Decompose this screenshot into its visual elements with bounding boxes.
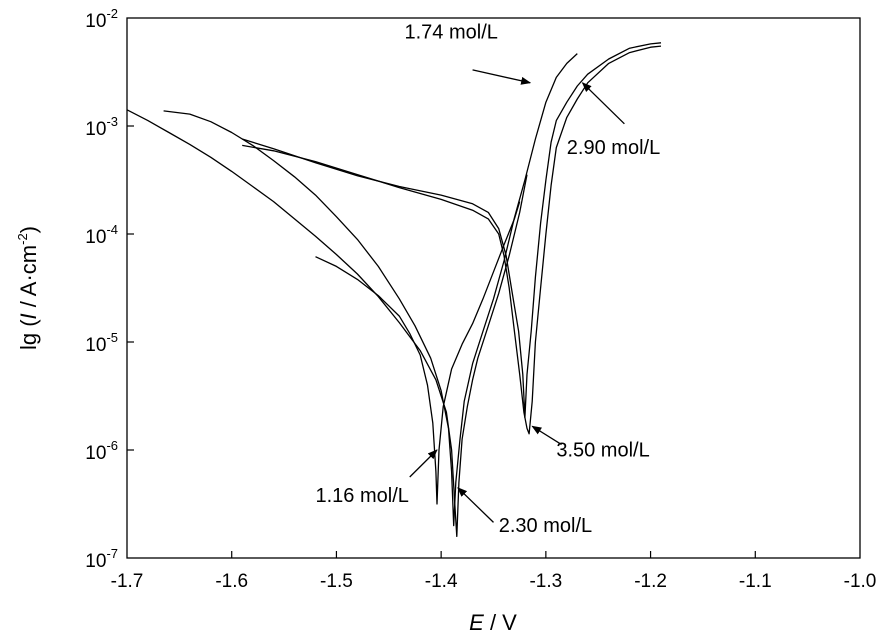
series-curve-116: [315, 201, 521, 505]
annotation-label: 2.30 mol/L: [499, 515, 592, 537]
y-axis-title: lg (I / A·cm-2): [15, 226, 41, 350]
x-tick-label: -1.4: [425, 571, 458, 592]
y-tick-label: 10-2: [85, 6, 118, 32]
series-curve-230: [126, 109, 528, 538]
x-tick-label: -1.0: [844, 571, 877, 592]
x-tick-label: -1.5: [320, 571, 353, 592]
y-tick-label: 10-4: [85, 222, 118, 248]
y-axis: 10-2 10-3 10-4 10-5 10-6 10-7: [85, 6, 134, 572]
series-curve-290: [242, 42, 662, 419]
annotation-arrow: [531, 425, 562, 446]
x-axis-title: E / V: [469, 610, 517, 635]
polarization-curves: [126, 42, 662, 538]
annotation-arrow: [472, 69, 532, 85]
curve-annotations: 1.74 mol/L 2.90 mol/L 3.50 mol/L 1.16 mol/L…: [315, 22, 660, 538]
annotation-arrow: [581, 82, 625, 125]
y-tick-label: 10-7: [85, 546, 118, 572]
x-tick-label: -1.3: [529, 571, 562, 592]
y-tick-label: 10-3: [85, 114, 118, 140]
series-curve-350: [242, 45, 662, 435]
y-tick-label: 10-5: [85, 330, 118, 356]
series-curve-174: [163, 53, 578, 527]
x-tick-label: -1.7: [111, 571, 144, 592]
annotation-label: 3.50 mol/L: [556, 439, 649, 461]
annotation-arrow: [409, 449, 438, 478]
x-tick-label: -1.2: [634, 571, 667, 592]
x-tick-label: -1.1: [739, 571, 772, 592]
annotation-label: 1.16 mol/L: [315, 485, 408, 507]
y-tick-label: 10-6: [85, 438, 118, 464]
annotation-label: 2.90 mol/L: [567, 137, 660, 159]
x-axis: -1.7 -1.6 -1.5 -1.4 -1.3 -1.2 -1.1 -1.0: [111, 551, 877, 592]
plot-frame: [126, 17, 861, 559]
annotation-arrow: [457, 487, 494, 523]
annotation-label: 1.74 mol/L: [404, 22, 497, 44]
x-tick-label: -1.6: [215, 571, 248, 592]
